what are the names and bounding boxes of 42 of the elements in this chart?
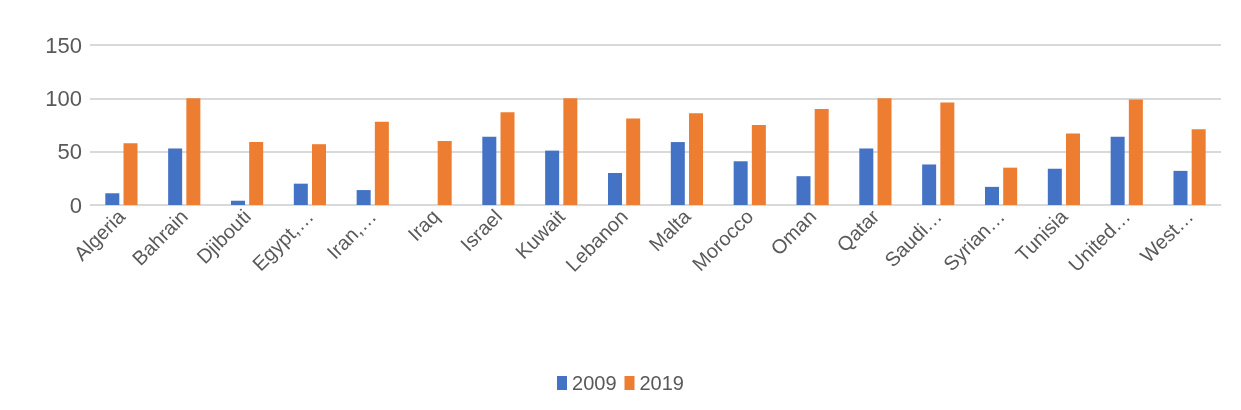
bar — [312, 144, 327, 205]
bar — [626, 118, 641, 205]
bar — [500, 112, 515, 205]
bar — [374, 121, 389, 205]
bar — [1191, 129, 1206, 205]
bar — [186, 98, 201, 205]
bar — [563, 98, 578, 205]
bar — [123, 143, 138, 205]
bar — [1173, 170, 1188, 205]
bar — [482, 136, 497, 205]
bar — [859, 148, 874, 205]
bar — [689, 113, 704, 205]
bar — [545, 150, 560, 205]
y-tick-label: 100 — [45, 85, 82, 111]
legend-label: 2009 — [572, 372, 617, 394]
y-tick-label: 150 — [45, 32, 82, 58]
bar — [670, 142, 685, 205]
bar — [607, 173, 622, 205]
bar — [940, 102, 955, 205]
y-tick-label: 0 — [69, 192, 82, 218]
bar — [922, 164, 937, 205]
bar — [751, 125, 766, 205]
bar — [437, 141, 452, 205]
bar — [733, 161, 748, 205]
legend-label: 2019 — [639, 372, 684, 394]
bar — [1110, 136, 1125, 205]
bar — [984, 186, 999, 205]
bar — [230, 200, 245, 205]
bar — [877, 98, 892, 205]
bar — [1066, 133, 1081, 205]
bar — [1047, 168, 1062, 205]
y-tick-label: 50 — [57, 139, 82, 165]
bar — [168, 148, 183, 205]
bar — [814, 109, 829, 205]
bar — [105, 193, 120, 205]
bar — [293, 183, 308, 205]
bar — [249, 142, 264, 205]
bar — [796, 176, 811, 205]
x-tick-label: Iraq — [403, 205, 444, 246]
bar — [1128, 99, 1143, 205]
bar — [1003, 167, 1018, 205]
bar — [356, 190, 371, 205]
